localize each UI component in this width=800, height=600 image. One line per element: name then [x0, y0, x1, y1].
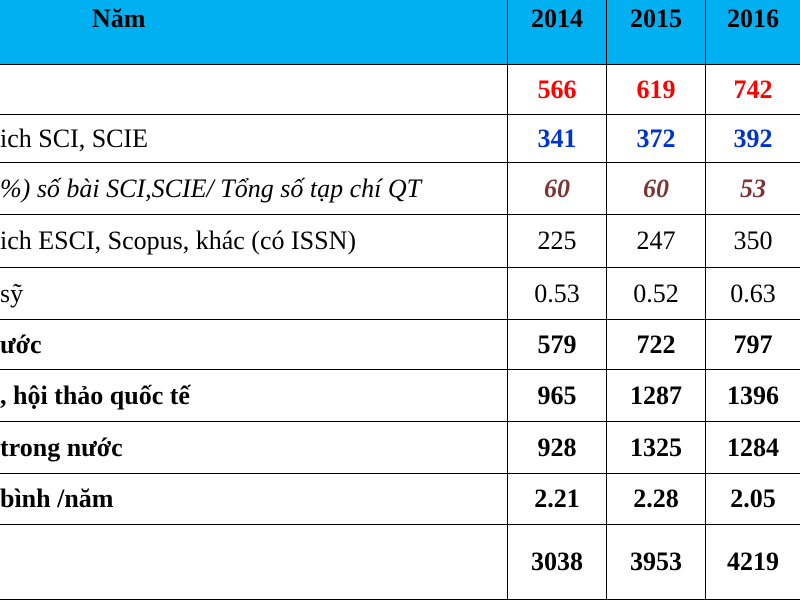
- cell-value: 742: [733, 74, 773, 104]
- cell-value: 392: [733, 123, 773, 153]
- table-row: %) số bài SCI,SCIE/ Tổng số tạp chí QT 60…: [0, 163, 800, 215]
- cell-value: 3953: [607, 525, 706, 599]
- cell-value: 2.05: [730, 484, 776, 513]
- cell-value: 0.53: [508, 268, 607, 319]
- row-label: [0, 65, 508, 114]
- cell-value: 619: [607, 65, 706, 114]
- cell-value: 341: [508, 115, 607, 162]
- cell-value: 3038: [508, 525, 607, 599]
- header-row: Năm 2014 2015 2016: [0, 0, 800, 65]
- row-label: trong nước: [0, 422, 508, 473]
- row-label: %) số bài SCI,SCIE/ Tổng số tạp chí QT: [0, 163, 508, 214]
- cell-value: 965: [508, 370, 607, 421]
- table-row: sỹ 0.53 0.52 0.63: [0, 268, 800, 320]
- cell-value: 0.52: [607, 268, 706, 319]
- row-label: sỹ: [0, 268, 508, 319]
- table-row: ich ESCI, Scopus, khác (có ISSN) 225 247 35…: [0, 215, 800, 268]
- year-header: 2015: [607, 0, 706, 64]
- cell-value: 1396: [727, 380, 779, 410]
- row-label: bình /năm: [0, 474, 508, 524]
- cell-value: 372: [607, 115, 706, 162]
- cell-value: 2.28: [607, 474, 706, 524]
- cell-value: 1287: [607, 370, 706, 421]
- cell-value: 0.63: [730, 278, 776, 308]
- cell-value: 797: [733, 329, 773, 359]
- row-label: ich ESCI, Scopus, khác (có ISSN): [0, 215, 508, 267]
- table-row: ich SCI, SCIE 341 372 392: [0, 115, 800, 163]
- row-label: , hội thảo quốc tế: [0, 370, 508, 421]
- cell-value: 247: [607, 215, 706, 267]
- cell-value: 1325: [607, 422, 706, 473]
- cell-value: 1284: [727, 432, 779, 462]
- table-row: trong nước 928 1325 1284: [0, 422, 800, 474]
- table-row: bình /năm 2.21 2.28 2.05: [0, 474, 800, 525]
- cell-value: 60: [508, 163, 607, 214]
- cell-value: 566: [508, 65, 607, 114]
- row-label: [0, 525, 508, 599]
- table-row: , hội thảo quốc tế 965 1287 1396: [0, 370, 800, 422]
- cell-value: 4219: [727, 547, 779, 576]
- year-header: 2014: [508, 0, 607, 64]
- row-label: ước: [0, 320, 508, 369]
- header-label: Năm: [0, 0, 508, 64]
- year-header: 2016: [727, 4, 779, 33]
- table-row: 3038 3953 4219: [0, 525, 800, 600]
- cell-value: 60: [607, 163, 706, 214]
- table-row: 566 619 742: [0, 65, 800, 115]
- table-row: ước 579 722 797: [0, 320, 800, 370]
- cell-value: 2.21: [508, 474, 607, 524]
- cell-value: 579: [508, 320, 607, 369]
- cell-value: 53: [740, 173, 766, 203]
- cell-value: 722: [607, 320, 706, 369]
- cell-value: 225: [508, 215, 607, 267]
- cell-value: 350: [733, 226, 773, 255]
- cell-value: 928: [508, 422, 607, 473]
- row-label: ich SCI, SCIE: [0, 115, 508, 162]
